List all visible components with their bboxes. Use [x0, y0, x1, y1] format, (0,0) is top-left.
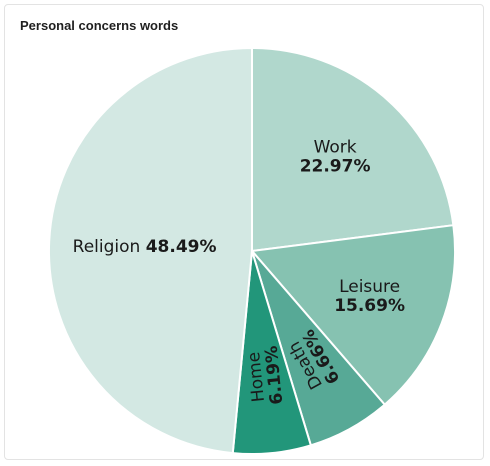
- slice-label-leisure: Leisure 15.69%: [334, 277, 405, 316]
- pie-slice-religion: [48, 47, 253, 455]
- slice-label-religion: Religion 48.49%: [73, 237, 217, 257]
- pie-slice-work: [251, 47, 455, 252]
- slice-label-work: Work 22.97%: [300, 138, 371, 177]
- slice-label-name: Home: [244, 351, 269, 403]
- slice-label-name: Religion: [73, 237, 141, 257]
- pie-labels: Work 22.97%Leisure 15.69%Death6.66%Home6.1…: [73, 138, 405, 407]
- panel-title: Personal concerns words: [20, 18, 179, 33]
- slice-label-name: Work: [314, 138, 357, 158]
- slice-label-percent: 22.97%: [300, 157, 371, 177]
- slice-label-name: Leisure: [339, 277, 400, 297]
- slice-label-home: Home6.19%: [244, 345, 288, 407]
- pie-slices: [48, 47, 456, 455]
- slice-label-percent: 15.69%: [334, 296, 405, 316]
- pie-slice-leisure: [251, 224, 456, 406]
- slice-label-percent: 48.49%: [146, 237, 217, 257]
